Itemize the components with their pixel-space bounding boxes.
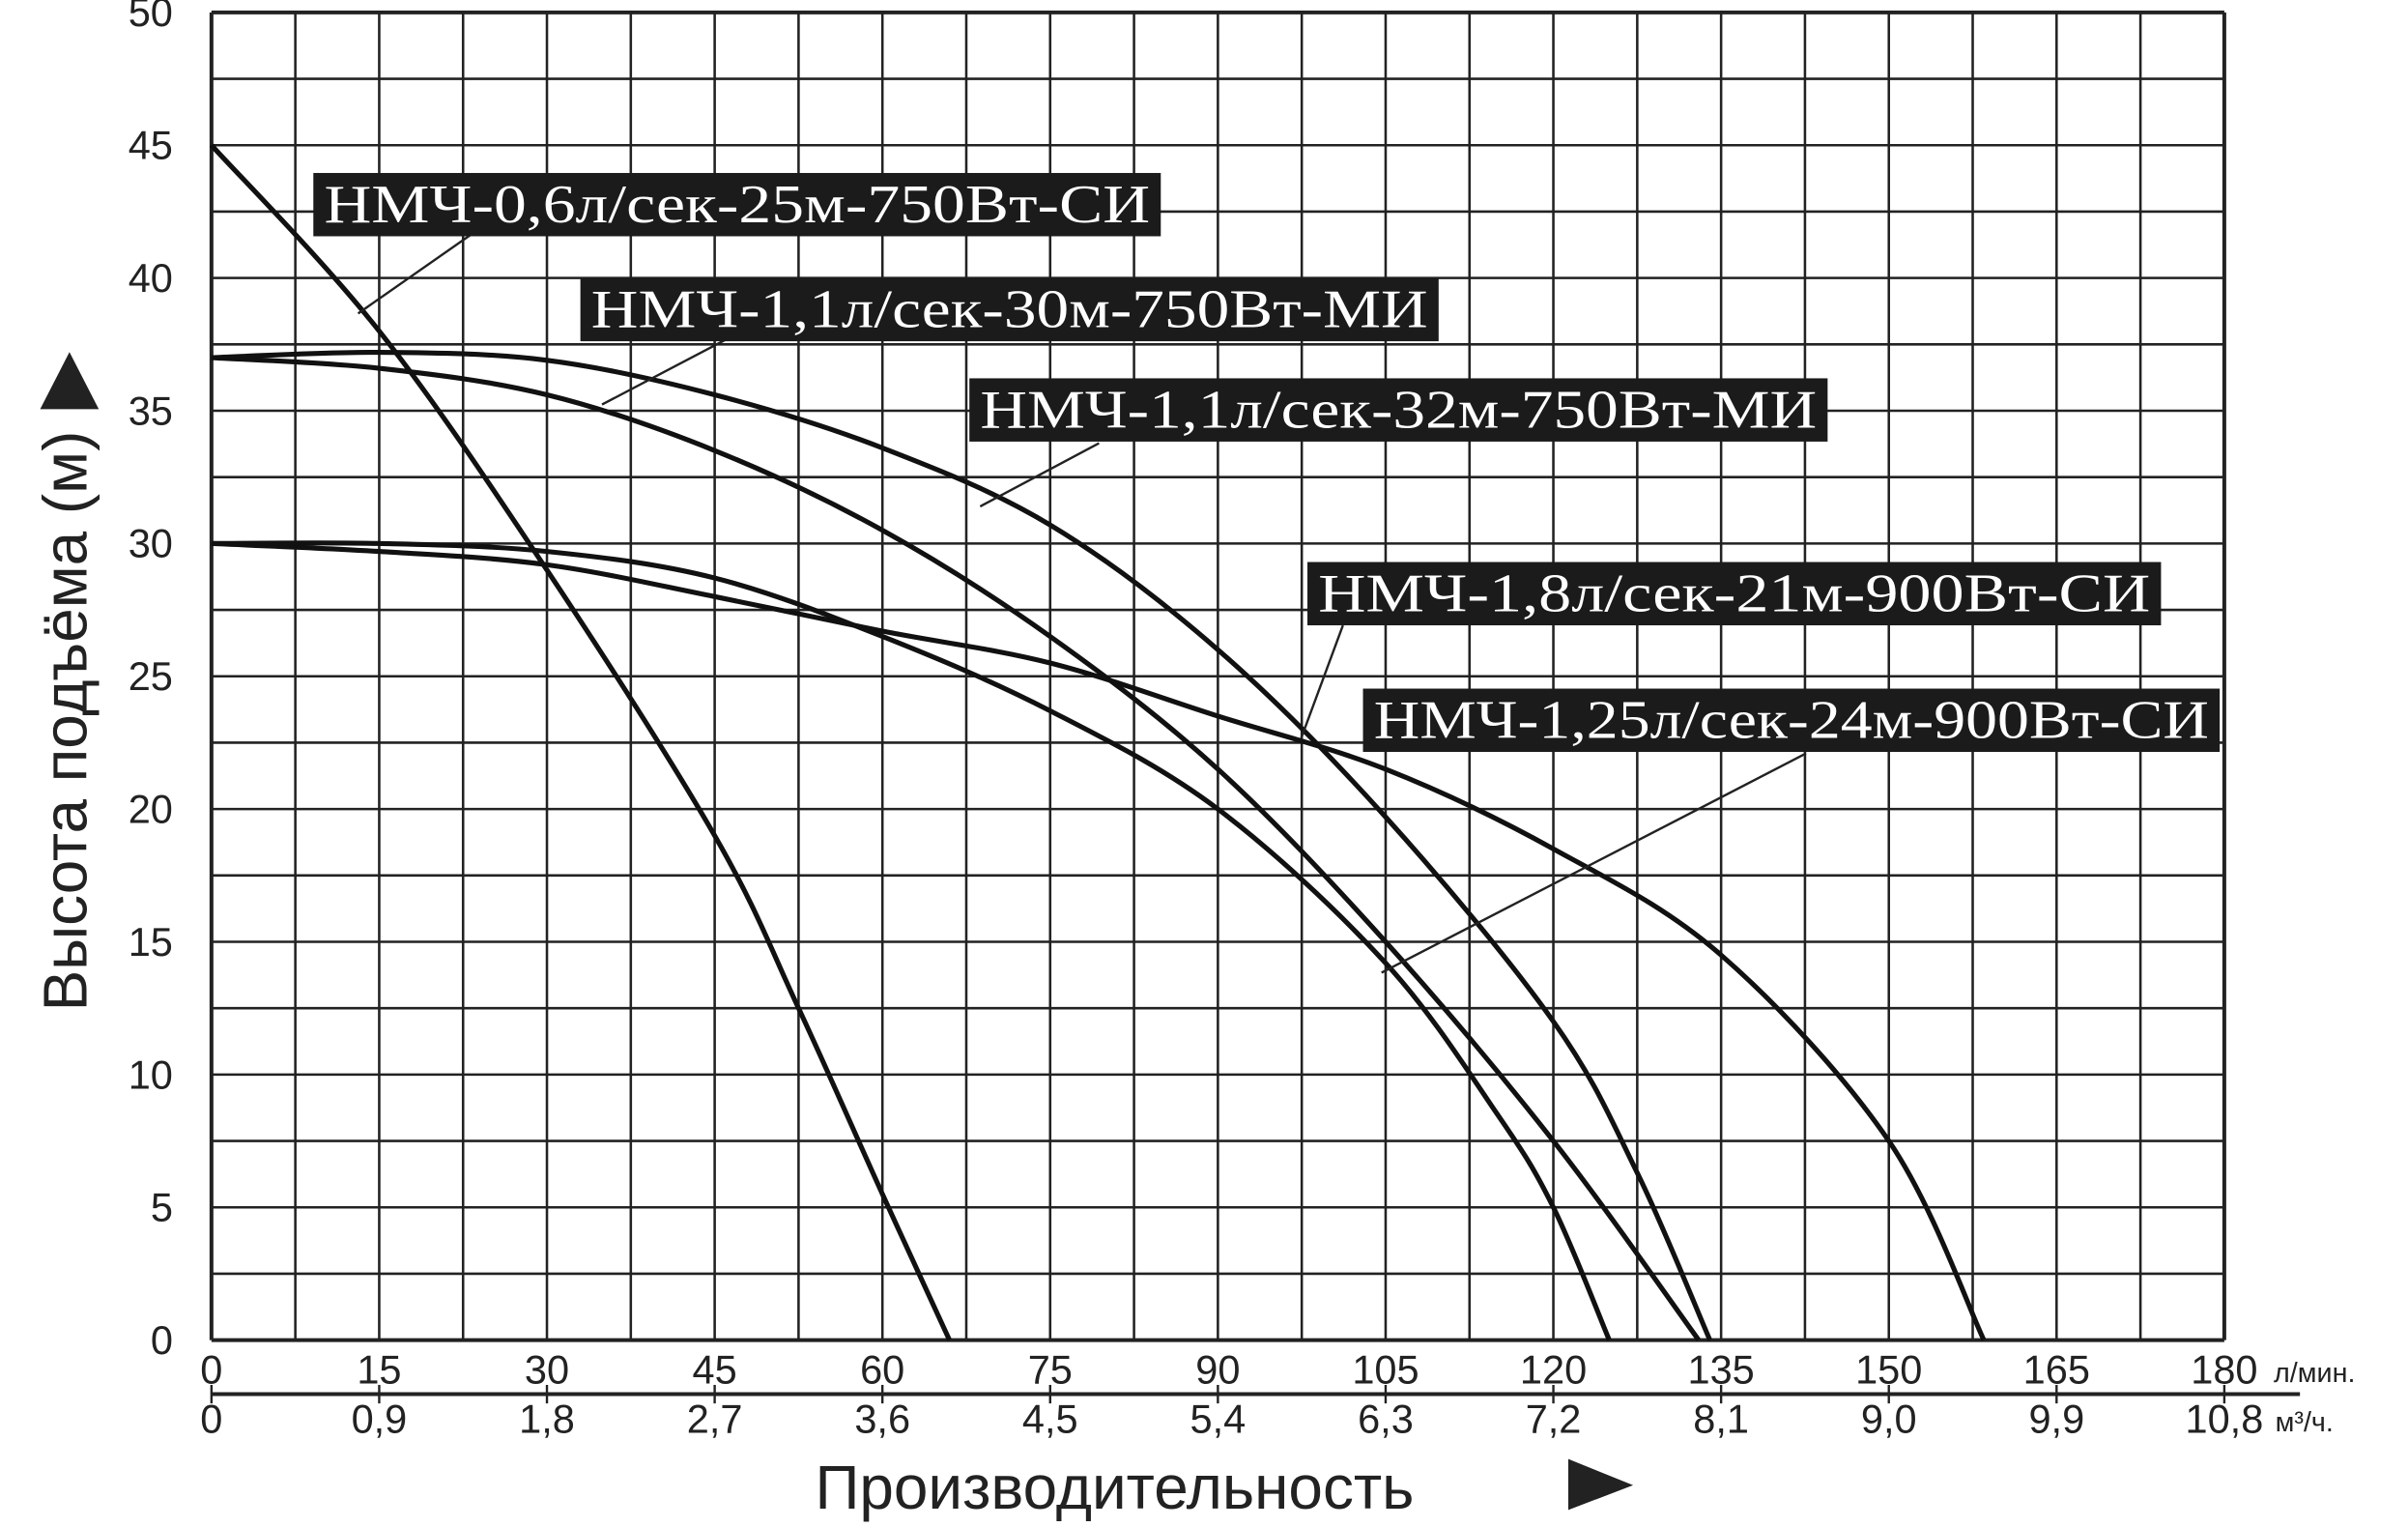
x2-tick-label: 0,9 xyxy=(352,1396,408,1441)
series-curve xyxy=(211,540,1612,1341)
x-tick-label: 165 xyxy=(2023,1346,2090,1392)
series-label: НМЧ-1,25л/сек-24м-900Вт-СИ xyxy=(1374,691,2209,751)
x2-tick-label: 8,1 xyxy=(1693,1396,1749,1441)
series-labels: НМЧ-0,6л/сек-25м-750Вт-СИ НМЧ-1,1л/сек-30… xyxy=(313,172,2221,753)
x2-tick-label: 4,5 xyxy=(1022,1396,1078,1441)
series-label-box xyxy=(1362,688,2221,753)
label-leader-line xyxy=(357,233,472,315)
x-tick-label: 135 xyxy=(1688,1346,1755,1392)
x2-tick-label: 7,2 xyxy=(1526,1396,1582,1441)
y-axis-arrow-icon xyxy=(40,352,100,410)
series-label: НМЧ-1,8л/сек-21м-900Вт-СИ xyxy=(1318,564,2150,624)
label-leader-line xyxy=(979,442,1100,508)
x2-unit-label: м³/ч. xyxy=(2276,1407,2334,1438)
series-label: НМЧ-1,1л/сек-32м-750Вт-МИ xyxy=(980,381,1817,441)
y-tick-label: 40 xyxy=(129,255,173,301)
x-unit-label: л/мин. xyxy=(2274,1358,2355,1389)
axes: 0 5 10 15 20 25 30 35 40 45 50 0 15 30 45 60 75 90 105 120 1… xyxy=(129,0,2356,1441)
x-axis-title: Производительность xyxy=(815,1453,1414,1522)
x-tick-label: 0 xyxy=(200,1346,222,1392)
y-axis-title: Высота подъёма (м) xyxy=(30,431,100,1012)
x-tick-label: 180 xyxy=(2191,1346,2257,1392)
y-tick-label: 25 xyxy=(129,653,173,699)
x2-tick-label: 1,8 xyxy=(519,1396,575,1441)
x2-tick-label: 2,7 xyxy=(687,1396,743,1441)
x2-tick-label: 3,6 xyxy=(854,1396,910,1441)
x-tick-label: 30 xyxy=(525,1346,569,1392)
y-tick-label: 20 xyxy=(129,787,173,832)
y-tick-label: 5 xyxy=(151,1185,173,1230)
label-leader-line xyxy=(601,338,727,406)
x-tick-label: 105 xyxy=(1352,1346,1419,1392)
x-axis-arrow-icon xyxy=(1567,1458,1634,1511)
x-tick-label: 15 xyxy=(357,1346,401,1392)
y-tick-label: 30 xyxy=(129,521,173,566)
x2-tick-label: 0 xyxy=(200,1396,222,1441)
x2-tick-label: 9,9 xyxy=(2028,1396,2084,1441)
y-tick-label: 50 xyxy=(129,0,173,35)
x2-tick-label: 6,3 xyxy=(1358,1396,1414,1441)
series-label-box xyxy=(969,378,1828,442)
series-curve xyxy=(211,349,1712,1341)
y-tick-label: 10 xyxy=(129,1052,173,1097)
y-tick-label: 45 xyxy=(129,123,173,168)
label-leader-line xyxy=(1381,752,1807,974)
x-tick-label: 120 xyxy=(1520,1346,1587,1392)
series-label-box xyxy=(313,172,1161,237)
label-leaders xyxy=(357,233,1807,974)
curves xyxy=(209,143,1987,1342)
series-curve xyxy=(209,143,952,1341)
series-curve xyxy=(211,540,1987,1341)
series-label-box xyxy=(580,277,1439,342)
x2-tick-label: 5,4 xyxy=(1190,1396,1247,1441)
x-tick-label: 60 xyxy=(860,1346,904,1392)
x2-tick-label: 9,0 xyxy=(1861,1396,1917,1441)
y-tick-label: 0 xyxy=(151,1317,173,1363)
series-label: НМЧ-0,6л/сек-25м-750Вт-СИ xyxy=(324,175,1150,235)
series-label: НМЧ-1,1л/сек-30м-750Вт-МИ xyxy=(591,280,1428,340)
x2-tick-label: 10,8 xyxy=(2185,1396,2263,1441)
series-curve xyxy=(211,355,1702,1342)
x-tick-label: 75 xyxy=(1028,1346,1073,1392)
x-tick-label: 45 xyxy=(693,1346,737,1392)
series-label-box xyxy=(1307,562,2162,626)
y-tick-label: 35 xyxy=(129,388,173,433)
x-tick-label: 90 xyxy=(1195,1346,1240,1392)
label-leader-line xyxy=(1300,624,1344,739)
x-tick-label: 150 xyxy=(1855,1346,1922,1392)
y-tick-label: 15 xyxy=(129,919,173,965)
